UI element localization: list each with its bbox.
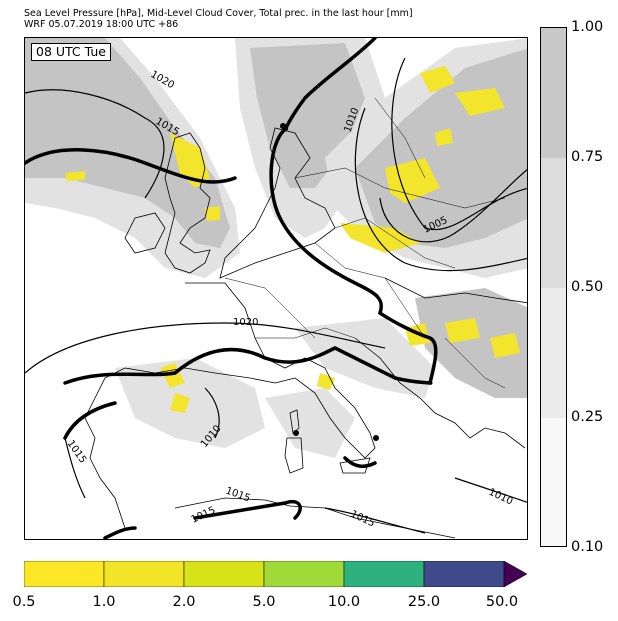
isobar-1015-southeast [324,507,426,534]
time-label: 08 UTC Tue [31,43,111,61]
coastlines [84,97,527,539]
precip-patch [455,88,505,116]
pressure-center-dot [280,123,286,129]
isobar-1010-southeast [454,477,527,503]
coastline-africa [174,497,456,539]
isobars-thin [25,57,527,534]
country-border [334,217,456,269]
coastline [164,132,211,274]
country-border [255,327,356,339]
cloud-cover-layer [25,38,527,458]
cloud-cover-area [415,288,527,398]
cloud-colorbar-tick: 1.00 [571,19,604,35]
precip-patch [385,158,440,203]
isobar-label: 1020 [233,317,258,328]
isobar-label: 1015 [224,485,252,504]
pressure-center-dot [293,430,299,436]
precip-colorbar-segment [24,561,105,587]
isobar-1010-east [354,107,527,272]
cloud-colorbar-tick: 0.25 [571,409,604,425]
cloud-colorbar-tick: 0.50 [571,279,604,295]
isobar-1015-southwest [103,526,137,539]
precip-colorbar-segment [343,561,425,587]
precip-colorbar-tick: 50.0 [485,594,519,610]
precip-patch [435,128,453,146]
precipitation-layer [65,66,520,413]
isobar-1020-central [25,322,386,374]
precip-colorbar-segment [423,561,505,587]
isobar-1015-far-southwest [63,401,117,440]
coastline [84,282,376,529]
island-sicily [339,457,371,474]
precip-colorbar-segment [183,561,265,587]
map-canvas: 1020 1015 1010 1005 1020 1015 1010 1015 … [25,38,527,539]
isobar-1005 [379,168,527,243]
precip-patch [65,171,85,181]
isobar-label: 1010 [487,487,515,508]
coastline [124,212,166,254]
country-border [314,242,426,339]
isobars-thick [25,38,438,539]
cloud-cover-area [25,38,230,248]
precip-patch [317,373,335,390]
coastline [384,277,527,304]
precip-patch [205,206,220,221]
cloud-colorbar-segment [541,158,566,288]
cloud-colorbar-segment [541,28,566,158]
map-title: Sea Level Pressure [hPa], Mid-Level Clou… [24,8,413,19]
pressure-center-dot [373,435,379,441]
cloud-colorbar-segment [541,288,566,418]
precip-patch [420,66,455,93]
weather-map: 1020 1015 1010 1005 1020 1015 1010 1015 … [24,37,528,540]
precip-colorbar-tick: 1.0 [92,594,116,610]
precip-patch [170,393,190,413]
precip-patch [490,333,520,358]
isobar-1015-southeast [343,456,377,469]
cloud-colorbar-tick: 0.75 [571,149,604,165]
isobar-1015-east [269,38,438,385]
precip-colorbar-tick: 10.0 [327,594,361,610]
cloud-cover-area [265,388,355,458]
isobar-label: 1015 [349,509,377,530]
precip-colorbar-tick: 5.0 [252,594,276,610]
isobar-1015-north [25,148,237,184]
precip-colorbar [24,561,528,587]
isobar-1015-south [193,500,302,520]
precip-patch [160,363,185,388]
pressure-centers [280,123,379,441]
precip-patch [340,223,420,253]
isobar-1015-central [63,346,433,385]
cloud-colorbar-segment [541,418,566,546]
country-border [444,337,506,389]
precip-colorbar-segment [263,561,345,587]
precip-colorbar-tick: 25.0 [407,594,441,610]
precip-colorbar-segment [103,561,185,587]
isobar-1010-northeast [391,57,527,231]
isobar-1015-west [64,437,86,499]
precip-patch [445,318,480,343]
cloud-cover-area [115,358,265,448]
map-subtitle: WRF 05.07.2019 18:00 UTC +86 [24,19,179,30]
precip-colorbar-tick: 2.0 [172,594,196,610]
country-border [374,97,426,179]
cloud-colorbar-tick: 0.10 [571,539,604,555]
coastline [354,337,526,449]
precip-colorbar-tick: 0.5 [12,594,36,610]
precip-colorbar-extend-arrow [503,561,528,587]
isobar-1010-south [204,387,220,439]
island-sardinia [284,437,304,474]
island-corsica [289,409,300,434]
isobar-label: 1015 [190,505,218,526]
cloud-cover-colorbar [540,27,567,547]
precip-patch [170,133,210,188]
